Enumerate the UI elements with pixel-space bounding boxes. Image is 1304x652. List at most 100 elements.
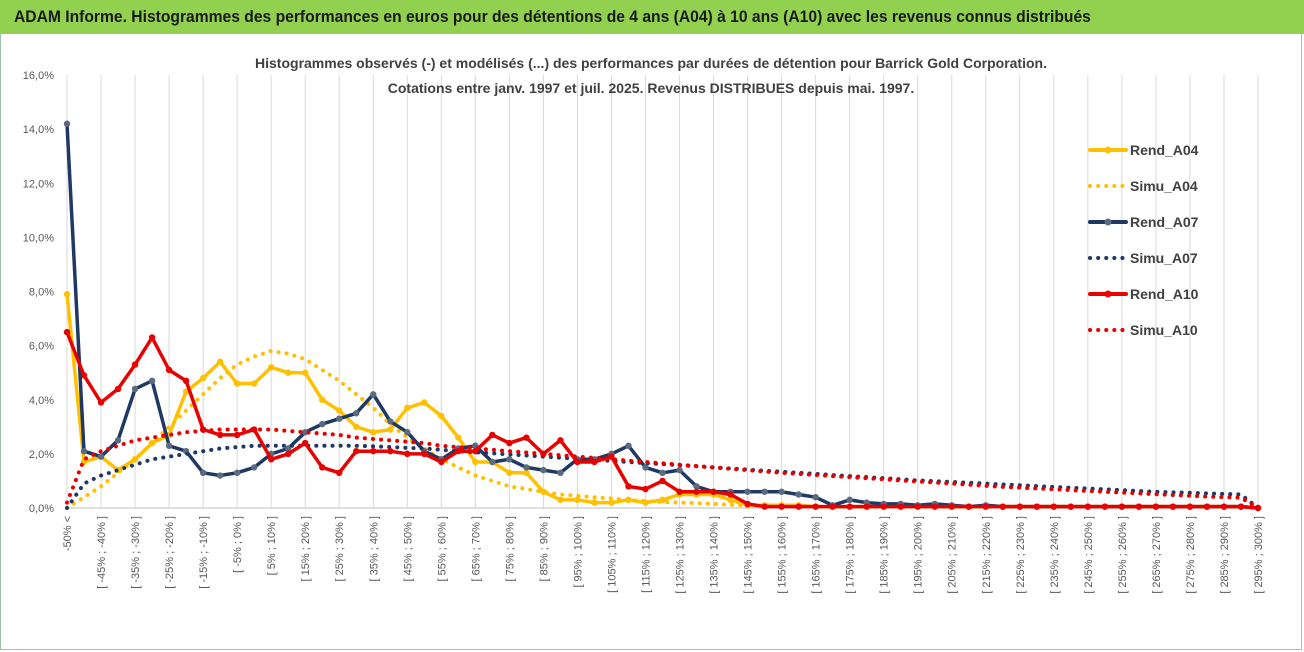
series-marker-Rend_A04 — [591, 499, 598, 506]
series-marker-Rend_A04 — [250, 380, 258, 387]
y-tick-label: 10,0% — [23, 232, 54, 244]
series-marker-Rend_A10 — [880, 503, 887, 510]
series-marker-Rend_A10 — [319, 464, 326, 471]
x-tick-label: [ 225% ; 230% ] — [1015, 516, 1027, 594]
series-marker-Rend_A07 — [131, 385, 139, 393]
series-marker-Rend_A07 — [165, 442, 173, 449]
y-axis: 0,0% 2,0% 4,0% 6,0% 8,0% 10,0% 12,0% 14,0% 16,0% — [23, 70, 54, 515]
series-marker-Rend_A10 — [80, 372, 88, 379]
series-marker-Rend_A10 — [1186, 503, 1194, 510]
legend-label: Simu_A10 — [1130, 322, 1198, 338]
series-marker-Rend_A10 — [182, 377, 190, 385]
series-marker-Rend_A10 — [302, 439, 309, 447]
legend-marker — [1104, 290, 1112, 298]
series-marker-Rend_A07 — [761, 488, 768, 495]
series-marker-Rend_A10 — [284, 450, 292, 458]
series-marker-Rend_A10 — [114, 385, 122, 393]
y-tick-label: 4,0% — [29, 395, 54, 407]
legend-label: Simu_A04 — [1130, 178, 1198, 194]
series-marker-Rend_A04 — [455, 434, 462, 441]
x-tick-label: [ -45% ; -40% ] — [96, 516, 108, 589]
series-marker-Rend_A07 — [659, 469, 666, 477]
series-marker-Rend_A10 — [574, 458, 581, 466]
series-marker-Rend_A04 — [608, 499, 615, 506]
series-marker-Rend_A10 — [948, 503, 955, 510]
x-tick-label: [ -25% ; -20% ] — [164, 516, 176, 589]
series-marker-Rend_A04 — [370, 429, 377, 436]
x-tick-label: [ 165% ; 170% ] — [811, 516, 823, 594]
x-tick-label: [ 205% ; 210% ] — [947, 516, 959, 594]
series-marker-Rend_A10 — [370, 447, 377, 455]
series-marker-Rend_A10 — [693, 488, 700, 495]
x-tick-label: [ 175% ; 180% ] — [845, 516, 857, 594]
series-marker-Rend_A10 — [965, 503, 972, 510]
series-marker-Rend_A10 — [795, 503, 802, 510]
x-tick-label: [ 265% ; 270% ] — [1151, 516, 1163, 594]
series-marker-Rend_A07 — [387, 418, 394, 425]
series-marker-Rend_A07 — [778, 488, 785, 495]
series-marker-Rend_A07 — [404, 429, 411, 436]
series-marker-Rend_A07 — [523, 464, 530, 471]
series-marker-Rend_A07 — [557, 469, 564, 477]
series-marker-Rend_A10 — [523, 434, 530, 441]
series-marker-Rend_A07 — [642, 464, 649, 471]
legend-label: Rend_A10 — [1130, 286, 1199, 302]
series-marker-Rend_A10 — [591, 458, 598, 466]
series-marker-Rend_A10 — [676, 488, 683, 495]
series-marker-Rend_A10 — [897, 503, 904, 510]
series-marker-Rend_A10 — [1050, 503, 1058, 510]
legend-marker — [1104, 218, 1112, 226]
series-marker-Rend_A10 — [999, 503, 1006, 510]
series-marker-Rend_A07 — [148, 377, 156, 385]
series-marker-Rend_A07 — [250, 464, 258, 471]
series-marker-Rend_A04 — [506, 469, 513, 477]
x-tick-label: [ 185% ; 190% ] — [879, 516, 891, 594]
series-marker-Rend_A10 — [1135, 503, 1143, 510]
series-marker-Rend_A10 — [1016, 503, 1023, 510]
series-marker-Rend_A07 — [506, 456, 513, 463]
series-marker-Rend_A07 — [63, 120, 71, 127]
x-tick-label: [ 195% ; 200% ] — [913, 516, 925, 594]
series-marker-Rend_A10 — [165, 366, 173, 374]
series-marker-Rend_A10 — [812, 503, 819, 510]
series-marker-Rend_A07 — [233, 469, 241, 477]
series-marker-Rend_A07 — [97, 453, 105, 460]
series-marker-Rend_A10 — [625, 483, 632, 490]
series-marker-Rend_A10 — [1169, 503, 1177, 510]
x-tick-label: [ 235% ; 240% ] — [1049, 516, 1061, 594]
series-marker-Rend_A10 — [489, 431, 496, 439]
series-marker-Rend_A10 — [1084, 503, 1092, 510]
series-marker-Rend_A10 — [404, 450, 411, 458]
series-marker-Rend_A07 — [812, 493, 819, 501]
chart-title: Histogrammes observés (-) et modélisés (… — [255, 55, 1047, 96]
series-marker-Rend_A10 — [642, 485, 649, 493]
series-marker-Rend_A04 — [233, 380, 241, 387]
legend-marker — [1104, 146, 1112, 154]
y-tick-label: 12,0% — [23, 178, 54, 190]
x-axis: -50% < [ -45% ; -40% ] [ -35% ; -30% ] [ -2… — [62, 507, 1265, 594]
x-tick-label: [ -35% ; -30% ] — [130, 516, 142, 589]
series-marker-Rend_A07 — [80, 447, 88, 455]
x-tick-label: [ 215% ; 220% ] — [981, 516, 993, 594]
series-marker-Rend_A10 — [659, 477, 666, 485]
series-marker-Rend_A04 — [574, 496, 581, 504]
y-tick-label: 8,0% — [29, 287, 54, 299]
report-title: ADAM Informe. Histogrammes des performan… — [14, 7, 1091, 26]
series-marker-Rend_A10 — [233, 431, 241, 439]
series-marker-Rend_A10 — [608, 453, 615, 460]
series-marker-Rend_A10 — [336, 469, 343, 477]
series-marker-Rend_A10 — [557, 437, 564, 444]
chart-grid — [66, 75, 1259, 508]
series-marker-Rend_A07 — [744, 488, 751, 495]
chart-title-line-1: Histogrammes observés (-) et modélisés (… — [255, 55, 1047, 71]
series-marker-Rend_A04 — [336, 407, 343, 414]
series-marker-Rend_A04 — [523, 469, 530, 477]
series-marker-Rend_A04 — [63, 291, 71, 298]
series-marker-Rend_A07 — [319, 420, 326, 428]
series-marker-Rend_A10 — [829, 503, 836, 510]
series-marker-Rend_A10 — [353, 447, 360, 455]
series-marker-Rend_A04 — [438, 412, 445, 420]
y-tick-label: 16,0% — [23, 70, 54, 82]
series-marker-Rend_A04 — [284, 369, 292, 376]
legend-label: Simu_A07 — [1130, 250, 1198, 266]
